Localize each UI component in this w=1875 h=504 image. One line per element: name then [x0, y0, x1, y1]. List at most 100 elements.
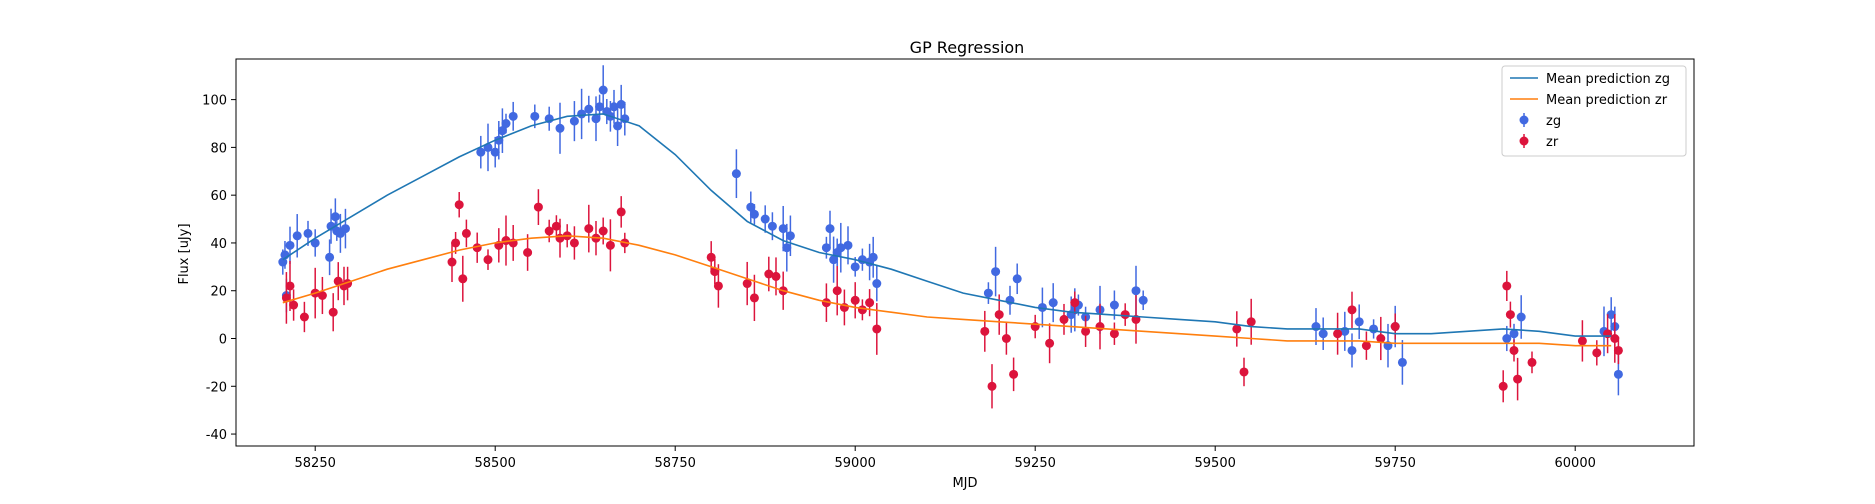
- y-tick-label: -40: [206, 428, 227, 443]
- data-point: [551, 221, 561, 231]
- data-point: [868, 252, 878, 262]
- data-point: [317, 291, 327, 300]
- data-point: [749, 293, 759, 303]
- x-tick-label: 59000: [835, 456, 876, 471]
- data-point: [746, 202, 756, 212]
- legend-box: [1501, 65, 1687, 157]
- data-point: [836, 243, 846, 253]
- data-point: [299, 312, 309, 322]
- data-point: [1311, 322, 1321, 332]
- data-point: [501, 119, 511, 128]
- data-point: [983, 288, 993, 298]
- data-point: [1513, 374, 1523, 384]
- data-point: [289, 300, 299, 310]
- data-point: [533, 202, 543, 212]
- x-tick-label: 58750: [655, 456, 696, 471]
- data-point: [285, 240, 295, 250]
- legend: Mean prediction zg Mean prediction zr zg zr: [1501, 65, 1687, 157]
- data-point: [447, 257, 457, 267]
- data-point: [303, 228, 313, 238]
- data-point: [1070, 298, 1080, 308]
- y-tick-label: 0: [219, 333, 227, 348]
- data-point: [1318, 329, 1328, 339]
- data-point: [843, 240, 853, 250]
- data-point: [1009, 369, 1019, 379]
- data-point: [1498, 381, 1508, 391]
- data-point: [1354, 317, 1364, 327]
- data-point: [850, 262, 860, 272]
- data-point: [1347, 305, 1357, 315]
- data-point: [1376, 334, 1386, 343]
- x-axis: 58250 58500 58750 59000 59250 59500 59750 60000: [295, 446, 1596, 471]
- data-point: [584, 104, 594, 114]
- data-point: [555, 123, 565, 133]
- x-tick-label: 58250: [295, 456, 336, 471]
- legend-marker-swatch: [1519, 136, 1529, 146]
- data-point: [1397, 357, 1407, 367]
- data-point: [598, 226, 608, 236]
- data-point: [1048, 298, 1058, 308]
- data-point: [584, 224, 594, 234]
- data-point: [1505, 310, 1515, 320]
- data-point: [1369, 324, 1379, 334]
- data-point: [742, 279, 752, 289]
- data-point: [285, 281, 295, 291]
- data-point: [508, 111, 518, 121]
- data-point: [1246, 317, 1256, 327]
- data-point: [771, 271, 781, 281]
- data-point: [1613, 345, 1623, 355]
- data-point: [1613, 369, 1623, 379]
- data-point: [782, 243, 792, 253]
- data-point: [1131, 286, 1141, 296]
- data-point: [865, 298, 875, 308]
- data-point: [613, 121, 623, 131]
- data-point: [1095, 322, 1105, 332]
- data-point: [1606, 310, 1616, 320]
- data-point: [1502, 334, 1512, 343]
- data-point: [1390, 322, 1400, 332]
- data-point: [523, 248, 533, 257]
- data-point: [501, 236, 511, 246]
- x-tick-label: 60000: [1555, 456, 1596, 471]
- data-point: [980, 326, 990, 336]
- data-point: [1333, 329, 1343, 339]
- data-point: [1509, 329, 1519, 339]
- data-point: [987, 381, 997, 391]
- legend-label: zg: [1546, 114, 1561, 129]
- data-point: [857, 305, 867, 315]
- line-mean-prediction-zr: [282, 234, 1612, 347]
- x-tick-label: 59250: [1015, 456, 1056, 471]
- y-tick-label: 60: [210, 189, 227, 204]
- y-axis: -40 -20 0 20 40 60 80 100: [202, 94, 236, 443]
- data-point: [451, 238, 461, 248]
- data-point: [1120, 310, 1130, 320]
- data-point: [767, 221, 777, 231]
- data-point: [461, 228, 471, 238]
- data-point: [706, 252, 716, 262]
- data-point: [328, 307, 338, 317]
- data-point: [1012, 274, 1022, 284]
- data-point: [605, 240, 615, 250]
- data-point: [764, 269, 774, 279]
- data-point: [609, 102, 619, 112]
- y-axis-label: Flux [uJy]: [177, 223, 192, 284]
- data-point: [1081, 326, 1091, 336]
- data-point: [1001, 334, 1011, 343]
- data-point: [1527, 357, 1537, 367]
- data-point: [454, 200, 464, 210]
- data-point: [292, 231, 302, 241]
- data-point: [458, 274, 468, 284]
- legend-label: zr: [1546, 135, 1559, 150]
- chart-title: GP Regression: [910, 38, 1025, 57]
- data-point: [1502, 281, 1512, 291]
- data-point: [1347, 345, 1357, 355]
- data-point: [544, 226, 554, 236]
- data-point: [1516, 312, 1526, 322]
- x-tick-label: 58500: [475, 456, 516, 471]
- data-point: [1361, 341, 1371, 351]
- data-point: [821, 243, 831, 253]
- data-point: [616, 99, 626, 109]
- data-point: [310, 238, 320, 248]
- data-point: [1109, 300, 1119, 310]
- data-point: [872, 279, 882, 289]
